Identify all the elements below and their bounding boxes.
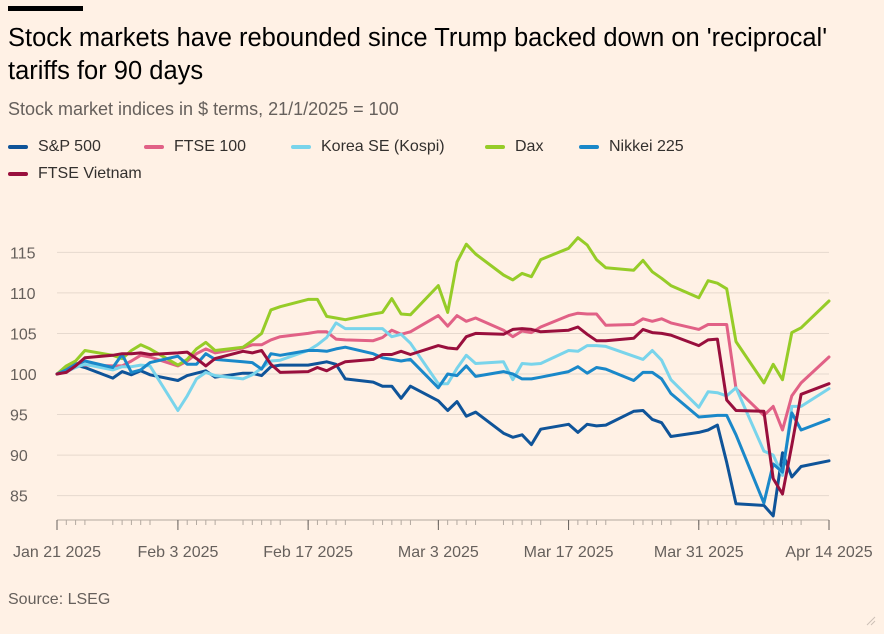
legend-item-s-p-500: S&P 500: [8, 138, 101, 156]
legend-item-korea-se-kospi: Korea SE (Kospi): [291, 138, 445, 156]
series-line-dax: [55, 236, 831, 385]
chart-title: Stock markets have rebounded since Trump…: [8, 24, 828, 85]
y-tick-label: 110: [10, 286, 36, 303]
y-tick-label: 100: [10, 367, 37, 384]
legend-swatch: [8, 172, 28, 176]
series-line-s-p-500: [55, 360, 831, 518]
resize-grip-icon: [866, 616, 876, 626]
series-line-ftse-vietnam: [55, 325, 831, 496]
x-tick-label: Mar 3 2025: [398, 544, 479, 561]
series-line-ftse-100: [55, 311, 831, 432]
legend-label: Korea SE (Kospi): [321, 138, 445, 155]
legend-item-ftse-100: FTSE 100: [144, 138, 246, 156]
series-line-nikkei-225: [55, 345, 831, 505]
x-tick-label: Feb 17 2025: [263, 544, 353, 561]
legend-label: FTSE Vietnam: [38, 165, 142, 182]
y-tick-label: 95: [10, 408, 28, 425]
legend-swatch: [144, 145, 164, 149]
x-tick-label: Apr 14 2025: [785, 544, 872, 561]
x-tick-label: Jan 21 2025: [13, 544, 101, 561]
x-tick-label: Feb 3 2025: [137, 544, 218, 561]
legend-label: Nikkei 225: [609, 138, 684, 155]
legend-swatch: [579, 145, 599, 149]
chart-subtitle: Stock market indices in $ terms, 21/1/20…: [8, 99, 399, 119]
legend-item-ftse-vietnam: FTSE Vietnam: [8, 165, 142, 183]
series-line-korea-se-kospi: [55, 321, 831, 477]
y-tick-label: 105: [10, 326, 37, 343]
legend-label: Dax: [515, 138, 544, 155]
y-tick-label: 90: [10, 448, 28, 465]
y-tick-label: 115: [10, 245, 36, 262]
legend-item-dax: Dax: [485, 138, 543, 156]
legend-swatch: [485, 145, 505, 149]
source-note: Source: LSEG: [8, 591, 111, 608]
legend-item-nikkei-225: Nikkei 225: [579, 138, 684, 156]
legend-label: S&P 500: [38, 138, 101, 155]
legend-label: FTSE 100: [174, 138, 247, 155]
brand-bar: [8, 6, 83, 11]
legend-swatch: [291, 145, 311, 149]
x-tick-label: Mar 31 2025: [654, 544, 744, 561]
legend-swatch: [8, 145, 28, 149]
x-tick-label: Mar 17 2025: [524, 544, 614, 561]
y-tick-label: 85: [10, 489, 28, 506]
